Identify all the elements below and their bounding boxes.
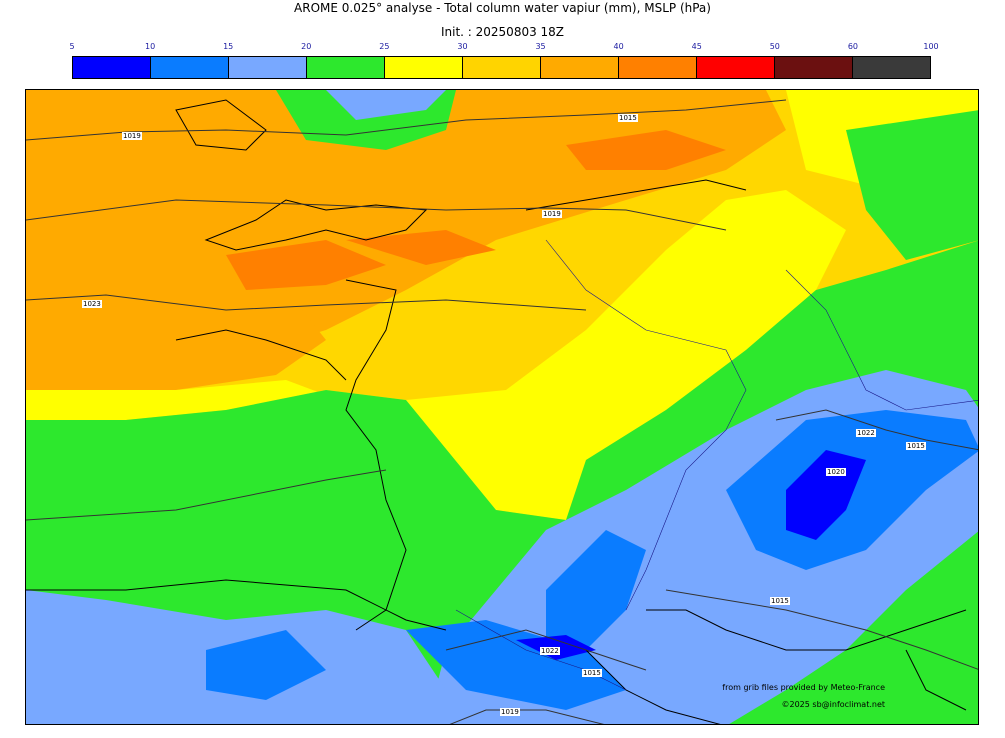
isobar-label: 1015 bbox=[618, 114, 638, 122]
colorbar-segment bbox=[150, 57, 228, 78]
colorbar-tick-label: 50 bbox=[769, 42, 780, 51]
colorbar-tick-label: 10 bbox=[144, 42, 156, 51]
field-10-15-central bbox=[546, 530, 646, 650]
isobars bbox=[26, 99, 978, 724]
colorbar-tick-label: 15 bbox=[223, 42, 234, 51]
field-40-45-c bbox=[346, 230, 496, 265]
isobar-label: 1019 bbox=[122, 132, 142, 140]
colorbar-segment bbox=[73, 57, 150, 78]
field-10-15-iberia bbox=[206, 630, 326, 700]
colorbar-tick-label: 100 bbox=[923, 42, 939, 51]
field-5-10-alps bbox=[786, 450, 866, 540]
colorbar-segment bbox=[618, 57, 696, 78]
colorbar-segment bbox=[852, 57, 930, 78]
copyright: ©2025 sb@infoclimat.net bbox=[781, 700, 886, 709]
isobar-label: 1015 bbox=[770, 597, 790, 605]
field-20-25-east bbox=[846, 110, 978, 260]
isobar-label: 1022 bbox=[540, 647, 560, 655]
field-35-40-west bbox=[26, 210, 326, 395]
colorbar-segment bbox=[306, 57, 384, 78]
colorbar-tick-label: 20 bbox=[301, 42, 312, 51]
colorbar-segment bbox=[228, 57, 306, 78]
borders bbox=[455, 239, 978, 691]
isobar-label: 1020 bbox=[826, 468, 846, 476]
colorbar-segment bbox=[774, 57, 852, 78]
field-40-45-a bbox=[226, 240, 386, 290]
map-title: AROME 0.025° analyse - Total column wate… bbox=[294, 1, 711, 15]
isobar-label: 1015 bbox=[906, 442, 926, 450]
isobar-label: 1019 bbox=[500, 708, 520, 716]
colorbar-segment bbox=[540, 57, 618, 78]
isobar-label: 1015 bbox=[582, 669, 602, 677]
colorbar-tick-label: 5 bbox=[69, 42, 75, 51]
weather-map: 1019 1015 1019 1023 1022 1015 1020 1015 1022 1015… bbox=[25, 89, 979, 725]
colorbar-tick-label: 45 bbox=[691, 42, 702, 51]
data-credit: from grib files provided by Meteo-France bbox=[722, 683, 885, 692]
isobar-label: 1023 bbox=[82, 300, 102, 308]
colorbar-segment bbox=[696, 57, 774, 78]
colorbar bbox=[72, 56, 931, 79]
isobar-label: 1022 bbox=[856, 429, 876, 437]
isobar-label: 1019 bbox=[542, 210, 562, 218]
field-40-45-b bbox=[566, 130, 726, 170]
field-15-20-north bbox=[326, 90, 446, 120]
colorbar-segment bbox=[384, 57, 462, 78]
init-time: Init. : 20250803 18Z bbox=[440, 25, 565, 39]
colorbar-tick-label: 25 bbox=[379, 42, 390, 51]
colorbar-tick-label: 60 bbox=[847, 42, 858, 51]
map-canvas bbox=[26, 90, 978, 724]
field-10-15-pyrenees bbox=[406, 620, 626, 710]
colorbar-tick-label: 35 bbox=[535, 42, 546, 51]
colorbar-tick-label: 40 bbox=[613, 42, 624, 51]
colorbar-tick-label: 30 bbox=[457, 42, 468, 51]
colorbar-segment bbox=[462, 57, 540, 78]
